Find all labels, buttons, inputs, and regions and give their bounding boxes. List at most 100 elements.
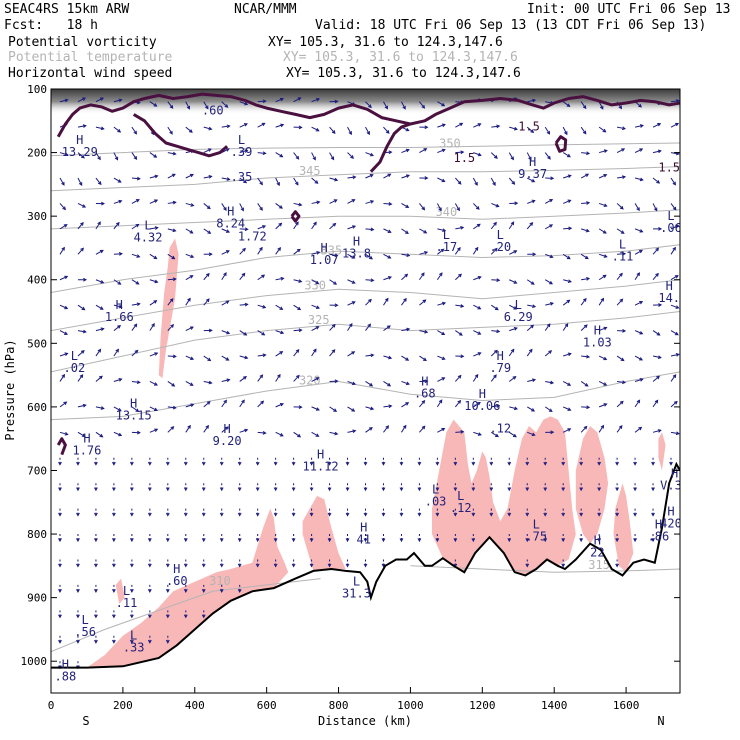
wind-vector-head [404,273,409,278]
wind-vector-head [117,325,122,329]
wind-vector-shaft [544,406,553,412]
wind-vector-shaft [598,403,607,408]
wind-vector-shaft [598,126,606,133]
wind-vector-head [453,461,458,466]
wind-vector-head [477,432,482,436]
wind-vector-head [333,408,338,412]
extremum-value-30: .75 [525,529,547,543]
wind-vector-head [351,351,356,355]
wind-vector-head [457,374,462,379]
wind-vector-head [363,512,368,517]
wind-vector-head [513,250,518,254]
model-title: SEAC4RS 15km ARW [4,2,130,17]
wind-vector [185,126,193,133]
wind-vector-head [460,225,465,230]
wind-vector [383,228,392,233]
wind-vector-head [115,221,120,226]
wind-vector [562,152,571,158]
wind-vector [311,152,316,161]
wind-vector-head [190,254,195,259]
wind-vector-shaft [329,152,335,160]
wind-vector-head [532,304,537,309]
wind-vector [489,508,494,517]
wind-vector-head [525,563,530,568]
wind-vector-head [273,512,278,517]
wind-vector [509,126,518,131]
wind-vector-shaft [580,101,587,109]
extremum-letter-23: H [421,374,428,388]
wind-vector-shaft [167,426,174,433]
wind-vector [472,373,479,382]
wind-vector [437,101,446,107]
wind-vector-head [118,199,123,204]
wind-vector-head [112,563,116,568]
wind-vector [383,325,391,332]
wind-vector-shaft [311,431,319,437]
wind-vector-head [639,177,644,182]
wind-vector [562,299,571,306]
wind-vector [239,203,244,212]
wind-vector-shaft [59,401,67,408]
wind-vector [670,99,680,103]
wind-vector [437,355,446,360]
wind-vector [598,355,608,361]
wind-vector [472,177,478,186]
wind-vector-head [423,230,428,234]
wind-vector-shaft [472,247,479,255]
wind-vector [491,404,501,408]
wind-vector-shaft [544,152,551,160]
wind-vector [131,126,137,135]
wind-vector-head [385,425,389,430]
wind-vector-head [602,274,607,279]
wind-vector [129,483,134,492]
wind-vector-head [453,538,458,543]
wind-vector [419,176,429,180]
wind-vector-head [189,326,194,330]
wind-vector [545,302,554,306]
wind-vector-head [63,401,68,406]
wind-vector-head [674,331,679,336]
pv-contour-3 [554,135,568,153]
wind-vector-shaft [221,355,229,361]
wind-vector [365,174,374,179]
wind-vector [347,429,357,434]
wind-vector-head [655,272,659,277]
wind-vector-head [477,152,482,157]
y-tick-label-900: 900 [27,592,47,605]
wind-vector [95,126,105,131]
wind-vector-head [402,105,406,110]
wind-vector-head [417,461,422,466]
wind-vector-shaft [580,173,589,179]
wind-vector-head [495,433,499,438]
wind-vector-shaft [113,253,122,255]
wind-vector-shaft [491,202,499,207]
wind-vector-head [441,356,446,360]
wind-vector-head [442,301,447,306]
wind-vector-shaft [670,203,677,211]
wind-vector-head [255,487,260,492]
wind-vector-head [564,131,568,136]
wind-vector-head [405,127,410,132]
wind-vector-shaft [185,275,193,281]
wind-vector [365,406,375,411]
wind-vector-head [566,103,571,108]
wind-vector-head [422,299,427,304]
wind-vector [147,508,152,517]
wind-vector-head [441,331,446,336]
wind-vector-shaft [257,354,266,357]
wind-vector-head [291,563,296,568]
wind-vector [508,431,517,438]
wind-vector [113,304,123,309]
wind-vector-head [291,487,296,492]
wind-vector-head [405,381,410,386]
wind-vector-head [135,408,140,412]
field-xy-pv: XY= 105.3, 31.6 to 124.3,147.6 [268,35,503,50]
wind-vector [59,401,68,408]
wind-vector-head [548,408,553,412]
wind-vector-head [561,461,566,466]
wind-vector [347,253,356,259]
wind-vector-head [548,350,553,354]
wind-vector-head [327,563,332,568]
wind-vector [473,431,482,436]
wind-vector-head [345,538,350,543]
